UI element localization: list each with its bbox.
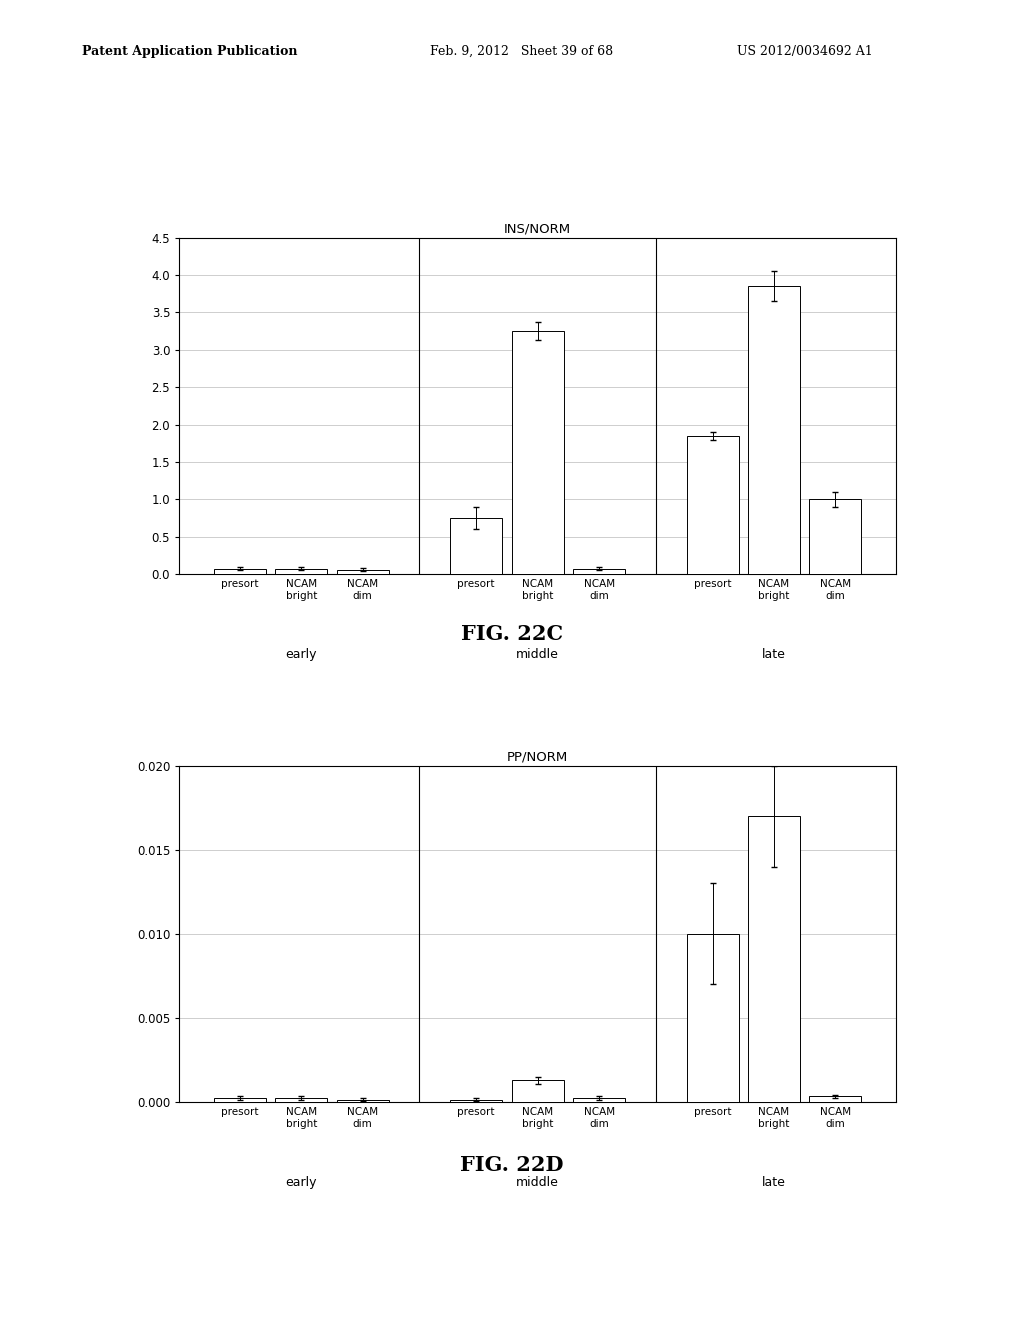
Text: late: late (762, 648, 786, 661)
Bar (748, 286, 800, 574)
Text: FIG. 22D: FIG. 22D (460, 1155, 564, 1175)
Bar (275, 1098, 328, 1102)
Text: US 2012/0034692 A1: US 2012/0034692 A1 (737, 45, 873, 58)
Title: INS/NORM: INS/NORM (504, 222, 571, 235)
Bar (512, 331, 563, 574)
Text: late: late (762, 1176, 786, 1189)
Text: FIG. 22C: FIG. 22C (461, 624, 563, 644)
Bar (686, 935, 738, 1102)
Bar (748, 816, 800, 1102)
Bar (451, 519, 502, 574)
Bar (686, 436, 738, 574)
Text: early: early (286, 1176, 317, 1189)
Bar (451, 1100, 502, 1102)
Text: Feb. 9, 2012   Sheet 39 of 68: Feb. 9, 2012 Sheet 39 of 68 (430, 45, 613, 58)
Bar (573, 569, 625, 574)
Text: Patent Application Publication: Patent Application Publication (82, 45, 297, 58)
Title: PP/NORM: PP/NORM (507, 750, 568, 763)
Bar (810, 1097, 861, 1102)
Bar (214, 569, 265, 574)
Bar (275, 569, 328, 574)
Bar (512, 1080, 563, 1102)
Bar (337, 570, 389, 574)
Bar (573, 1098, 625, 1102)
Bar (810, 499, 861, 574)
Text: middle: middle (516, 648, 559, 661)
Text: middle: middle (516, 1176, 559, 1189)
Bar (337, 1100, 389, 1102)
Bar (214, 1098, 265, 1102)
Text: early: early (286, 648, 317, 661)
